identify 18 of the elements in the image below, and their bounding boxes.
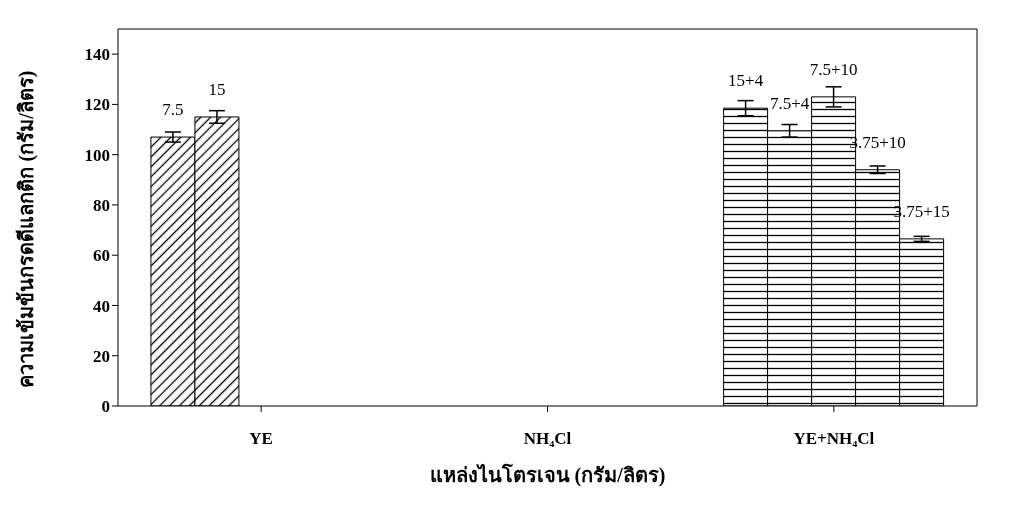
series-label: 7.5	[162, 100, 184, 120]
y-tick-label: 60	[93, 246, 110, 266]
x-axis-title: แหล่งไนโตรเจน (กรัม/ลิตร)	[429, 463, 666, 487]
y-tick-label: 100	[84, 145, 110, 165]
x-tick-label: NH₄Cl	[523, 429, 572, 449]
x-tick-label: YE+NH₄Cl	[793, 429, 875, 449]
y-tick-label: 0	[101, 397, 110, 417]
series-label: 7.5+4	[769, 93, 810, 113]
y-tick-label: 120	[84, 95, 110, 115]
series-label: 7.5+10	[809, 59, 858, 79]
y-tick-label: 140	[84, 45, 110, 65]
y-tick-label: 40	[93, 296, 110, 316]
y-axis-title: ความเข้มข้นกรดดีแลกติก (กรัม/ลิตร)	[15, 70, 39, 388]
series-label: 15	[208, 79, 226, 99]
y-tick-label: 80	[93, 195, 110, 215]
x-tick-label: YE	[249, 429, 273, 449]
y-tick-label: 20	[93, 346, 110, 366]
series-label: 15+4	[728, 71, 764, 91]
